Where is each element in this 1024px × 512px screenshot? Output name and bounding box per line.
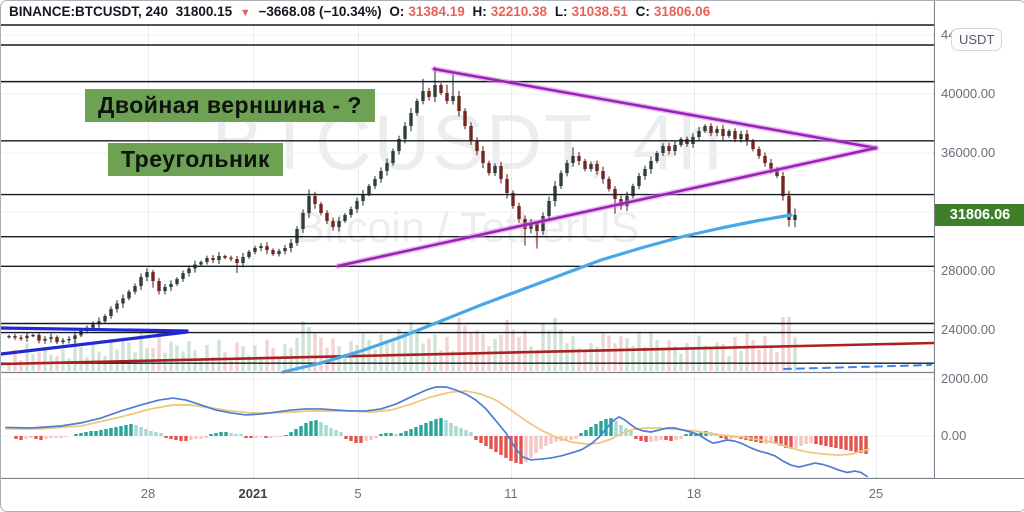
candles-layer xyxy=(7,66,797,345)
price-axis-tick: 28000.00 xyxy=(941,263,996,278)
price-axis-tick: 24000.00 xyxy=(941,322,996,337)
down-arrow-icon: ▼ xyxy=(239,7,251,19)
open-label: O: xyxy=(389,4,405,19)
grid-layer xyxy=(1,22,935,479)
price-axis[interactable]: USDT 31806.06 44000.0040000.0036000.0028… xyxy=(935,1,1024,478)
annotation-double-top[interactable]: Двойная верншина - ? xyxy=(85,89,375,122)
fib-lines-layer xyxy=(1,24,935,364)
time-axis-label: 11 xyxy=(504,486,518,501)
drawings-layer xyxy=(1,66,936,374)
symbol-name: BINANCE:BTCUSDT, 240 xyxy=(9,4,169,19)
last-price: 31800.15 xyxy=(175,4,233,19)
time-axis-label: 18 xyxy=(686,486,702,501)
high-label: H: xyxy=(472,4,487,19)
time-axis-label: 5 xyxy=(354,486,362,501)
low-value: 31038.51 xyxy=(571,4,628,19)
low-label: L: xyxy=(554,4,568,19)
symbol-info-bar[interactable]: BINANCE:BTCUSDT, 240 31800.15 ▼ −3668.08… xyxy=(9,4,714,19)
time-axis-label: 28 xyxy=(140,486,156,501)
open-value: 31384.19 xyxy=(408,4,465,19)
price-change: −3668.08 (−10.34%) xyxy=(258,4,382,19)
close-value: 31806.06 xyxy=(653,4,711,19)
currency-toggle-button[interactable]: USDT xyxy=(951,28,1003,51)
indicator-axis-tick: 2000.00 xyxy=(941,371,988,386)
price-axis-tick: 40000.00 xyxy=(941,86,996,101)
close-label: C: xyxy=(635,4,650,19)
indicator-axis-tick: 0.00 xyxy=(941,428,967,443)
annotation-triangle[interactable]: Треугольник xyxy=(108,143,284,176)
time-axis[interactable]: 28 2021 5 11 18 25 xyxy=(1,479,1024,511)
last-price-badge: 31806.06 xyxy=(935,203,1024,226)
macd-layer xyxy=(5,386,870,478)
time-axis-label: 25 xyxy=(868,486,884,501)
price-axis-tick: 36000.00 xyxy=(941,145,996,160)
high-value: 32210.38 xyxy=(490,4,548,19)
time-axis-label: 2021 xyxy=(238,486,268,501)
